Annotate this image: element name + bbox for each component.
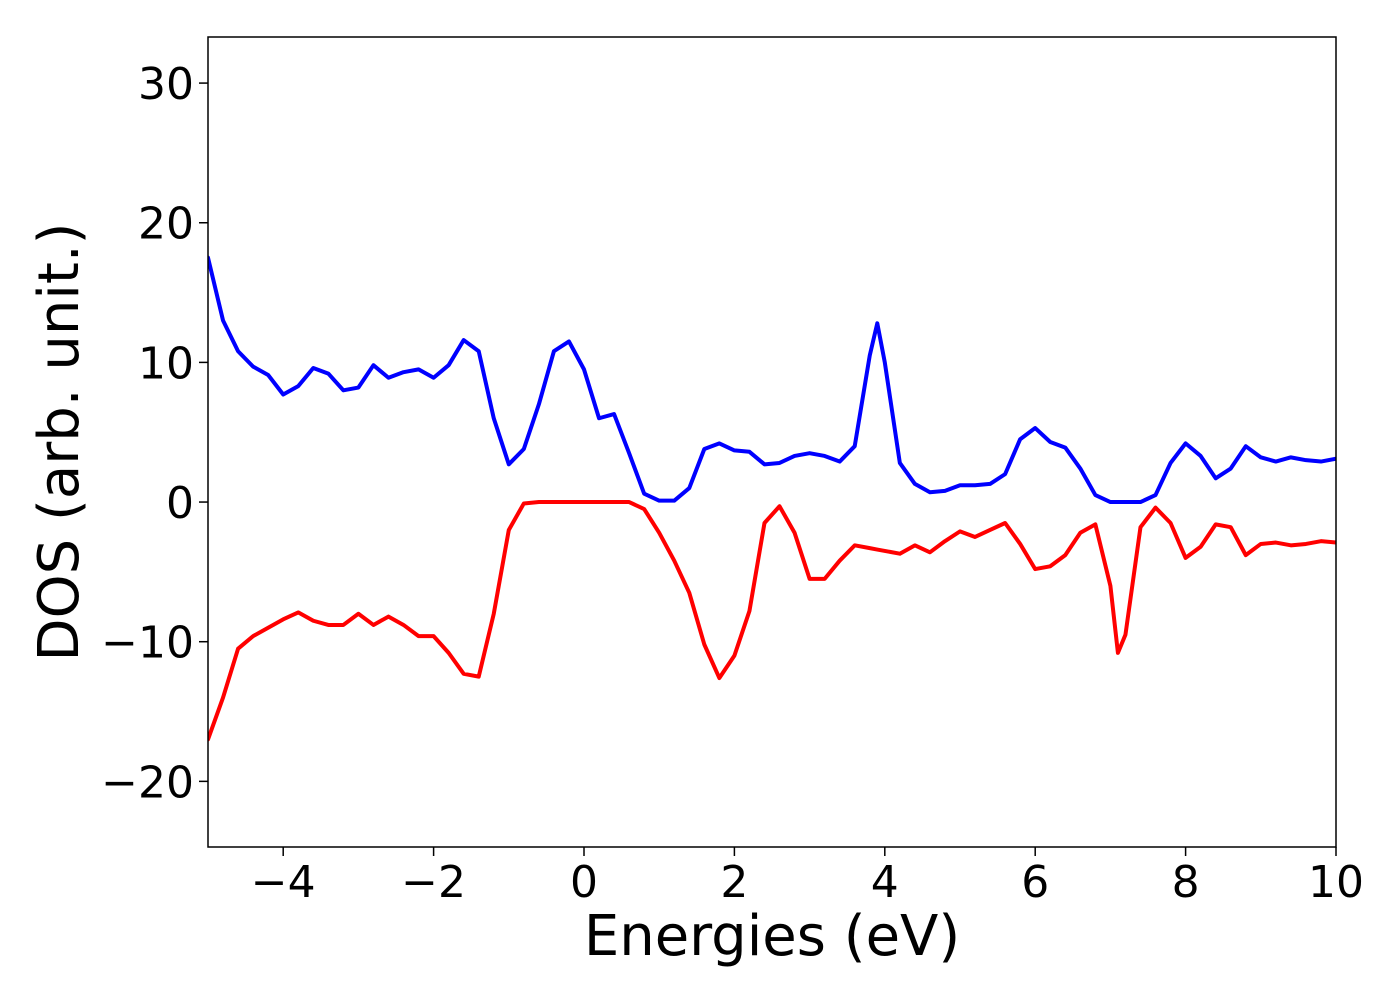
x-tick-label: −2 [401, 857, 466, 908]
y-tick-label: −10 [101, 618, 194, 669]
y-tick-label: 0 [166, 478, 194, 529]
x-tick-label: 8 [1172, 857, 1200, 908]
y-tick-label: −20 [101, 757, 194, 808]
x-tick-label: 0 [570, 857, 598, 908]
y-tick-label: 30 [138, 59, 194, 110]
y-tick-label: 20 [138, 199, 194, 250]
x-tick-label: 10 [1308, 857, 1364, 908]
axes-frame [207, 36, 1337, 848]
x-tick-label: 2 [720, 857, 748, 908]
y-axis-label: DOS (arb. unit.) [27, 222, 92, 661]
series-line [208, 255, 1336, 505]
x-axis-label: Energies (eV) [584, 904, 960, 969]
plot-area [208, 255, 1336, 742]
series-line [208, 500, 1336, 742]
x-tick-label: −4 [251, 857, 316, 908]
y-tick-label: 10 [138, 338, 194, 389]
x-tick-label: 6 [1021, 857, 1049, 908]
x-tick-label: 4 [871, 857, 899, 908]
